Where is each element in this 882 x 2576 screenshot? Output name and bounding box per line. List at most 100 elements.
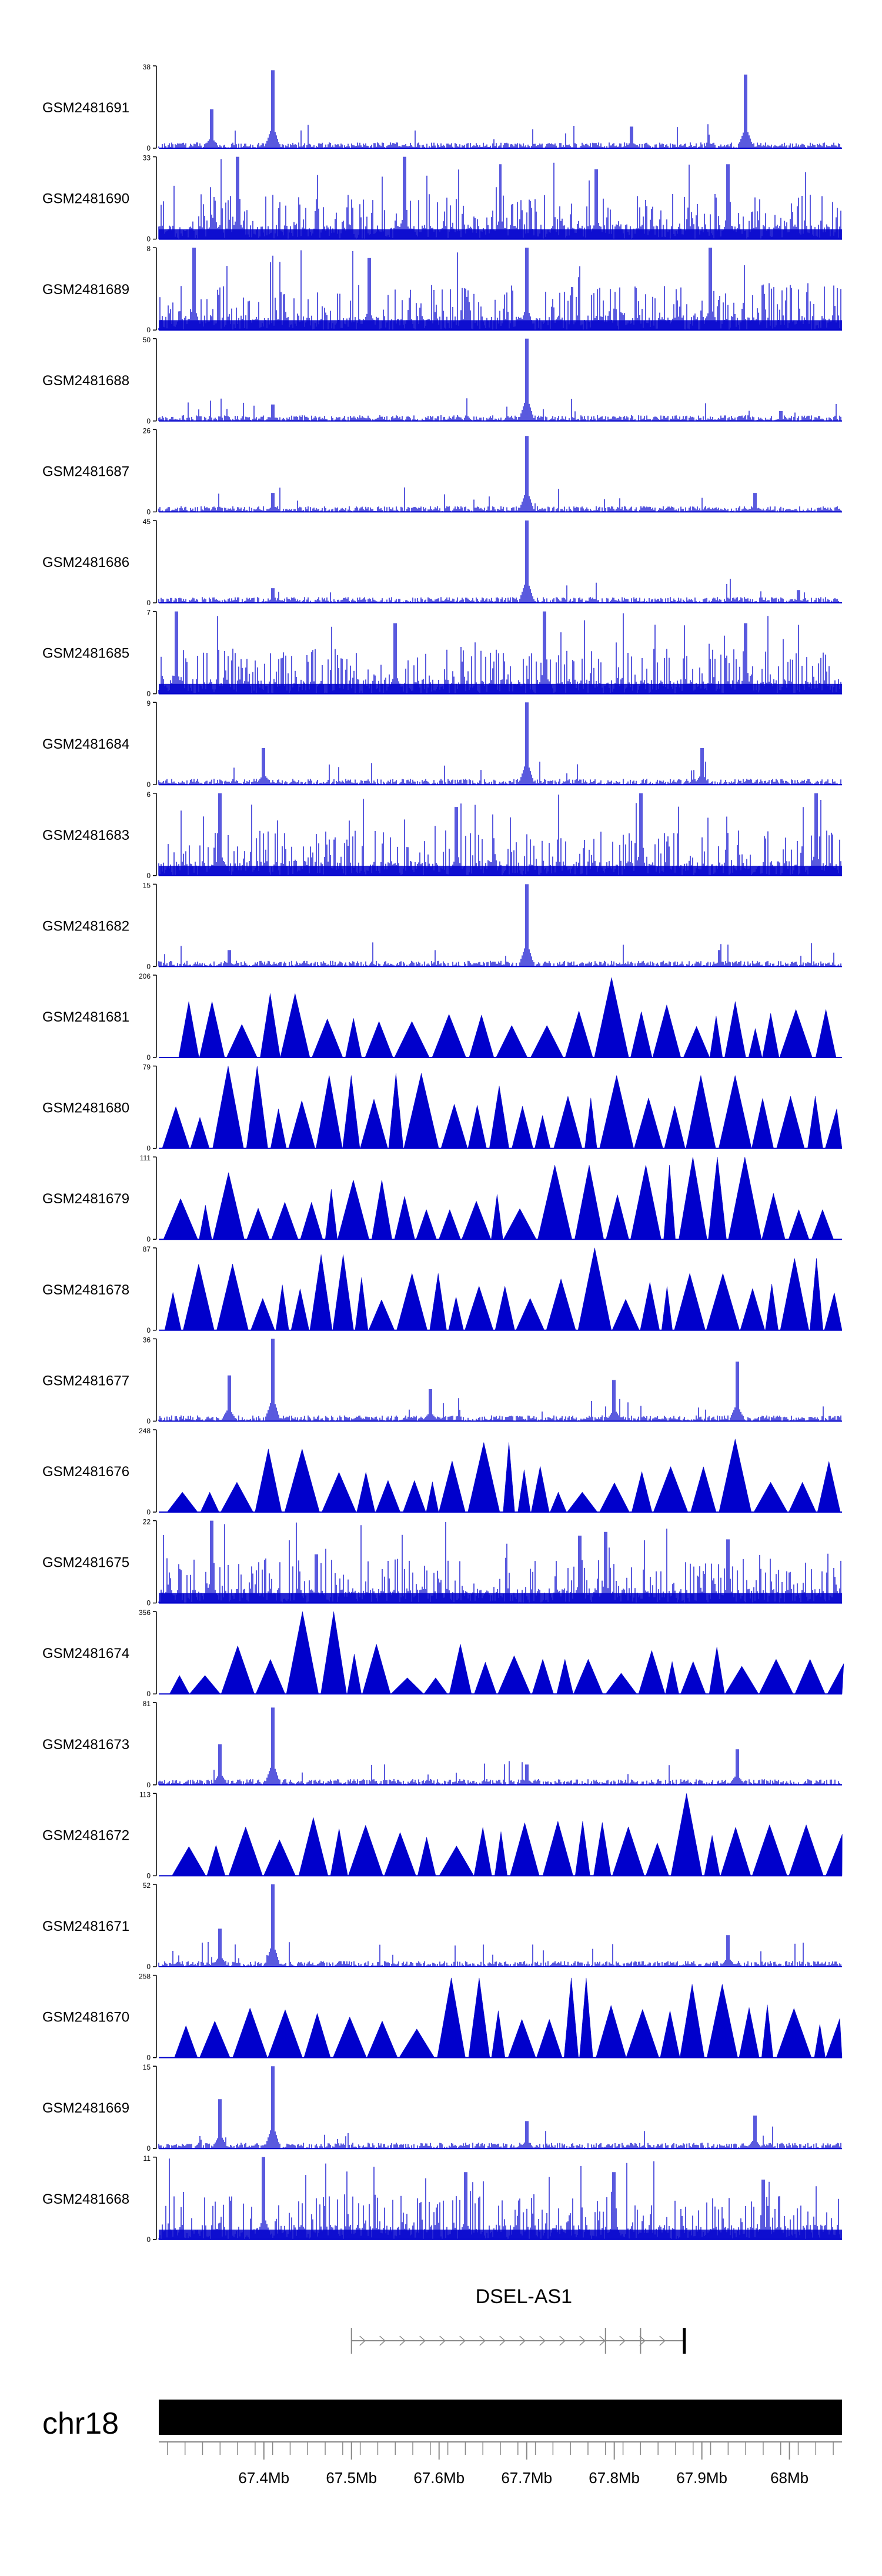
signal-area [164, 1247, 843, 1331]
x-tick-label: 67.5Mb [326, 2469, 377, 2487]
y-min-label: 0 [146, 2054, 151, 2062]
y-max-label: 81 [143, 1700, 151, 1708]
y-min-label: 0 [146, 1871, 151, 1880]
track-label: GSM2481673 [42, 1737, 129, 1753]
track-label: GSM2481685 [42, 646, 129, 662]
y-min-label: 0 [146, 144, 151, 152]
strand-arrow [559, 2335, 566, 2346]
y-min-label: 0 [146, 326, 151, 334]
y-max-label: 87 [143, 1245, 151, 1253]
track-GSM2481680: GSM2481680 79 0 [42, 1063, 843, 1153]
signal-bars [158, 248, 841, 331]
track-GSM2481671: GSM2481671 52 0 [42, 1881, 842, 1971]
track-label: GSM2481670 [42, 2010, 129, 2026]
track-GSM2481670: GSM2481670 258 0 [42, 1973, 843, 2062]
signal-area [172, 1793, 843, 1876]
y-min-label: 0 [146, 690, 151, 698]
y-max-label: 26 [143, 426, 151, 435]
track-GSM2481688: GSM2481688 50 0 [42, 336, 842, 425]
chromosome-label: chr18 [42, 2407, 119, 2441]
signal-area [178, 977, 837, 1058]
y-max-label: 36 [143, 1336, 151, 1344]
y-min-label: 0 [146, 599, 151, 607]
strand-arrow [439, 2335, 446, 2346]
signal-floor [159, 2230, 842, 2240]
signal-bars [158, 2066, 841, 2149]
signal-bars [158, 70, 841, 148]
track-GSM2481677: GSM2481677 36 0 [42, 1336, 842, 1425]
strand-arrow [599, 2335, 606, 2346]
strand-arrow [579, 2335, 586, 2346]
track-label: GSM2481684 [42, 736, 129, 752]
y-max-label: 11 [143, 2154, 151, 2163]
track-GSM2481691: GSM2481691 38 0 [42, 63, 842, 152]
track-label: GSM2481680 [42, 1100, 129, 1116]
y-max-label: 50 [143, 336, 151, 344]
y-max-label: 6 [146, 790, 151, 799]
strand-arrow [659, 2335, 666, 2346]
track-label: GSM2481679 [42, 1191, 129, 1207]
y-min-label: 0 [146, 417, 151, 425]
signal-area [174, 1977, 843, 2058]
strand-arrow [399, 2335, 406, 2346]
strand-arrow [639, 2335, 646, 2346]
y-max-label: 45 [143, 518, 151, 526]
track-GSM2481679: GSM2481679 111 0 [42, 1154, 842, 1243]
tracks-group: GSM2481691380GSM2481690330GSM248168980GS… [42, 63, 844, 2244]
gene-name-label: DSEL-AS1 [476, 2285, 572, 2308]
y-min-label: 0 [146, 1963, 151, 1971]
y-min-label: 0 [146, 235, 151, 243]
y-min-label: 0 [146, 872, 151, 880]
track-label: GSM2481669 [42, 2100, 129, 2116]
y-max-label: 52 [143, 1881, 151, 1890]
y-max-label: 7 [146, 609, 151, 617]
strand-arrow [619, 2335, 626, 2346]
strand-arrow [419, 2335, 426, 2346]
track-GSM2481668: GSM2481668 11 0 [42, 2154, 842, 2244]
y-min-label: 0 [146, 1326, 151, 1334]
track-GSM2481690: GSM2481690 33 0 [42, 154, 842, 243]
signal-bars [158, 1884, 841, 1967]
track-label: GSM2481676 [42, 1464, 129, 1480]
signal-bars [158, 156, 841, 239]
y-min-label: 0 [146, 1417, 151, 1425]
track-label: GSM2481681 [42, 1009, 129, 1025]
signal-bars [158, 520, 841, 603]
y-max-label: 111 [140, 1154, 151, 1162]
x-tick-label: 67.7Mb [501, 2469, 552, 2487]
y-max-label: 9 [146, 699, 151, 708]
track-GSM2481682: GSM2481682 15 0 [42, 881, 842, 970]
signal-floor [159, 320, 842, 331]
track-GSM2481685: GSM2481685 7 0 [42, 609, 842, 698]
track-GSM2481689: GSM2481689 8 0 [42, 245, 842, 334]
y-min-label: 0 [146, 1599, 151, 1607]
track-label: GSM2481687 [42, 463, 129, 479]
signal-bars [158, 884, 841, 967]
chromosome-bar [159, 2400, 842, 2435]
y-max-label: 8 [146, 245, 151, 253]
track-label: GSM2481674 [42, 1646, 129, 1661]
strand-arrow [459, 2335, 466, 2346]
y-min-label: 0 [146, 2144, 151, 2153]
y-max-label: 206 [139, 972, 151, 980]
strand-arrow [379, 2335, 386, 2346]
strand-arrow [519, 2335, 526, 2346]
track-GSM2481675: GSM2481675 22 0 [42, 1518, 842, 1607]
signal-area [169, 1611, 844, 1694]
x-tick-label: 67.6Mb [413, 2469, 465, 2487]
y-min-label: 0 [146, 780, 151, 789]
y-max-label: 15 [143, 2063, 151, 2071]
track-label: GSM2481683 [42, 827, 129, 843]
strand-arrow [539, 2335, 546, 2346]
track-label: GSM2481689 [42, 282, 129, 298]
track-GSM2481683: GSM2481683 6 0 [42, 790, 842, 880]
track-GSM2481687: GSM2481687 26 0 [42, 426, 842, 516]
track-label: GSM2481690 [42, 191, 129, 207]
track-label: GSM2481682 [42, 918, 129, 934]
signal-area [162, 1066, 843, 1149]
signal-bars [158, 338, 841, 421]
signal-area [163, 1157, 834, 1240]
track-GSM2481684: GSM2481684 9 0 [42, 699, 842, 789]
genome-axis: 67.4Mb 67.5Mb 67.6Mb 67.7Mb 67.8Mb 67.9Mb 68Mb [159, 2441, 842, 2487]
